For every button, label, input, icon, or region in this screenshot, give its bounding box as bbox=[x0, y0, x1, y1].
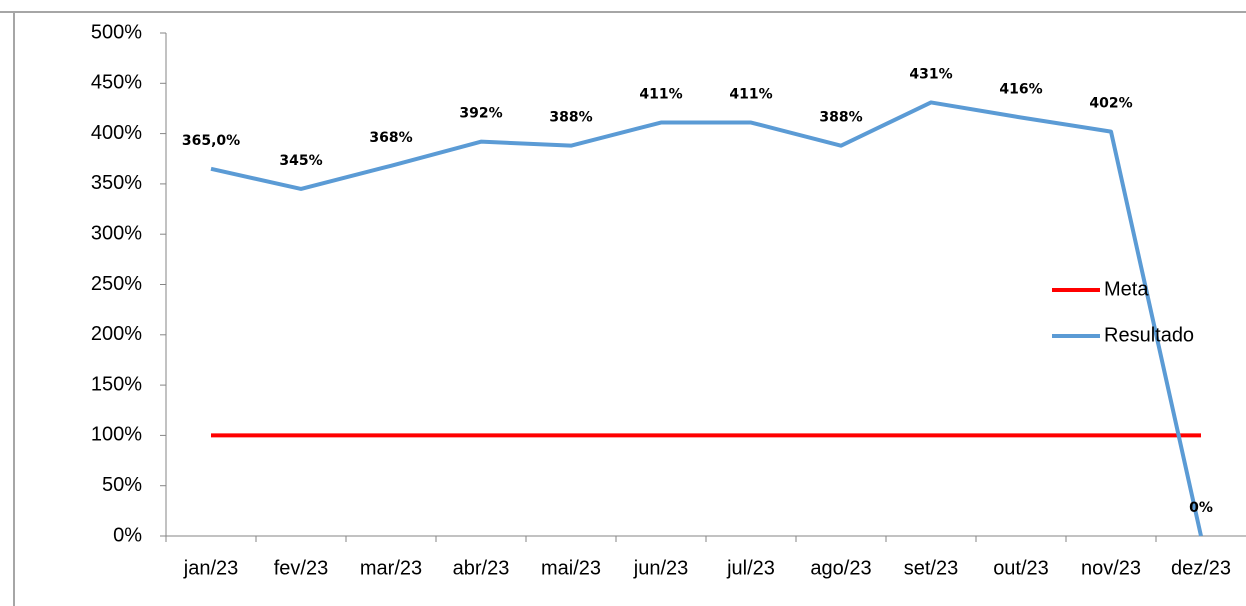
data-label: 416% bbox=[999, 82, 1042, 98]
x-tick-label: abr/23 bbox=[453, 557, 510, 579]
data-label: 365,0% bbox=[182, 133, 240, 149]
y-tick-label: 500% bbox=[91, 21, 142, 43]
data-label: 368% bbox=[369, 130, 412, 146]
y-tick-label: 450% bbox=[91, 72, 142, 94]
x-tick-label: mar/23 bbox=[360, 557, 422, 579]
x-tick-label: mai/23 bbox=[541, 557, 601, 579]
y-tick-label: 150% bbox=[91, 373, 142, 395]
data-label: 388% bbox=[549, 110, 592, 126]
data-label: 411% bbox=[639, 87, 682, 103]
y-tick-label: 100% bbox=[91, 424, 142, 446]
legend-label: Meta bbox=[1104, 278, 1149, 300]
data-label: 388% bbox=[819, 110, 862, 126]
y-tick-label: 50% bbox=[102, 474, 142, 496]
data-label: 402% bbox=[1089, 96, 1132, 112]
x-tick-label: ago/23 bbox=[810, 557, 871, 579]
data-label: 431% bbox=[909, 66, 952, 82]
y-tick-label: 0% bbox=[113, 524, 142, 546]
data-label: 392% bbox=[459, 106, 502, 122]
x-tick-label: out/23 bbox=[993, 557, 1049, 579]
x-tick-label: nov/23 bbox=[1081, 557, 1141, 579]
data-label: 411% bbox=[729, 87, 772, 103]
x-tick-label: jan/23 bbox=[183, 557, 239, 579]
x-tick-label: jul/23 bbox=[726, 557, 775, 579]
legend-label: Resultado bbox=[1104, 324, 1194, 346]
y-tick-label: 350% bbox=[91, 172, 142, 194]
y-tick-label: 250% bbox=[91, 273, 142, 295]
y-tick-label: 400% bbox=[91, 122, 142, 144]
x-tick-label: fev/23 bbox=[274, 557, 328, 579]
y-tick-label: 200% bbox=[91, 323, 142, 345]
x-tick-label: set/23 bbox=[904, 557, 958, 579]
y-tick-label: 300% bbox=[91, 222, 142, 244]
x-tick-label: dez/23 bbox=[1171, 557, 1231, 579]
series-line bbox=[210, 100, 1203, 537]
data-label: 0% bbox=[1189, 500, 1213, 516]
data-label: 345% bbox=[279, 153, 322, 169]
x-tick-label: jun/23 bbox=[633, 557, 689, 579]
